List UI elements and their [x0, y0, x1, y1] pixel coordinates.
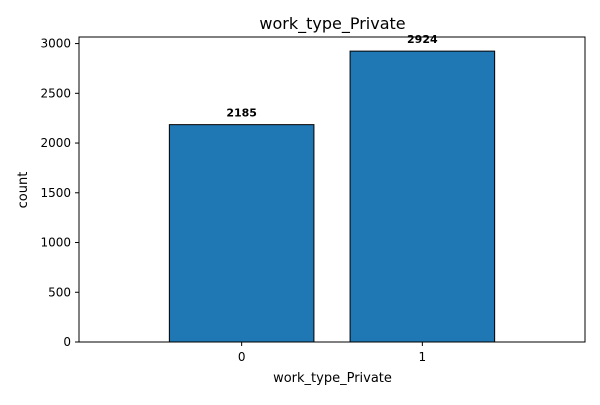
- y-tick-label: 1000: [40, 236, 71, 250]
- y-tick-label: 1500: [40, 186, 71, 200]
- x-tick-label: 0: [238, 350, 246, 364]
- data-label-1: 2924: [407, 33, 438, 46]
- chart-title: work_type_Private: [259, 14, 405, 34]
- bar-0: [168, 124, 315, 343]
- y-axis-label: count: [16, 172, 31, 209]
- data-label-0: 2185: [226, 107, 257, 120]
- bar-1: [349, 50, 496, 343]
- y-tick-label: 0: [63, 335, 71, 349]
- y-tick-label: 2000: [40, 136, 71, 150]
- y-tick-label: 500: [48, 285, 71, 299]
- data-labels-group: 2185 2924: [226, 33, 438, 120]
- x-tick-label: 1: [419, 350, 427, 364]
- y-axis-ticks: 0 500 1000 1500 2000 2500 3000: [40, 37, 79, 349]
- bars-group: [168, 50, 496, 343]
- plot-frame: [78, 36, 586, 343]
- x-axis-label: work_type_Private: [273, 371, 392, 386]
- y-tick-label: 2500: [40, 86, 71, 100]
- y-tick-label: 3000: [40, 37, 71, 51]
